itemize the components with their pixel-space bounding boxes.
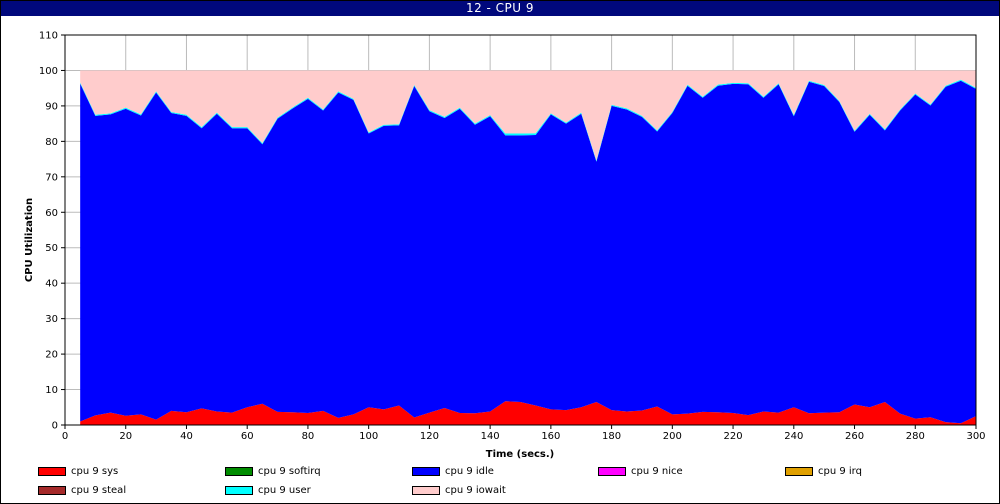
y-tick-label: 60 (45, 208, 58, 219)
x-tick-label: 140 (481, 431, 500, 442)
x-tick-label: 220 (724, 431, 743, 442)
x-tick-label: 160 (541, 431, 560, 442)
legend-swatch (412, 467, 440, 476)
x-tick-label: 100 (359, 431, 378, 442)
legend-swatch (225, 467, 253, 476)
plot-frame (64, 34, 977, 426)
legend-swatch (38, 467, 66, 476)
y-axis-label: CPU Utilization (24, 198, 35, 282)
y-tick-label: 40 (45, 279, 58, 290)
y-tick-label: 110 (39, 31, 58, 42)
legend-swatch (598, 467, 626, 476)
y-tick-label: 0 (52, 421, 58, 432)
x-tick-label: 240 (784, 431, 803, 442)
x-axis-label: Time (secs.) (486, 449, 555, 460)
window-title: 12 - CPU 9 (1, 1, 999, 16)
series-area-0 (80, 401, 977, 425)
x-tick-label: 280 (906, 431, 925, 442)
x-tick-label: 20 (119, 431, 132, 442)
tick-labels: 0 20 40 60 80 100 120 140 160 180 200 220 240 260 280 3… (39, 31, 986, 443)
legend-swatch (225, 486, 253, 495)
legend-label: cpu 9 steal (71, 485, 127, 496)
y-tick-label: 30 (45, 314, 58, 325)
x-tick-label: 0 (62, 431, 68, 442)
axes (61, 34, 977, 429)
x-tick-label: 80 (302, 431, 315, 442)
x-tick-label: 40 (180, 431, 193, 442)
legend-label: cpu 9 user (258, 485, 311, 496)
legend-label: cpu 9 sys (71, 466, 119, 477)
legend-swatch (412, 486, 440, 495)
y-tick-label: 100 (39, 66, 58, 77)
y-tick-label: 80 (45, 137, 58, 148)
series-area-2 (80, 80, 977, 424)
legend-label: cpu 9 softirq (258, 466, 321, 477)
y-tick-label: 70 (45, 172, 58, 183)
legend-label: cpu 9 iowait (445, 485, 506, 496)
y-tick-label: 20 (45, 350, 58, 361)
x-tick-label: 120 (420, 431, 439, 442)
x-tick-label: 260 (845, 431, 864, 442)
legend-label: cpu 9 nice (631, 466, 683, 477)
y-tick-label: 90 (45, 101, 58, 112)
y-tick-label: 10 (45, 385, 58, 396)
x-tick-label: 60 (241, 431, 254, 442)
area-series (80, 70, 977, 425)
x-tick-label: 200 (663, 431, 682, 442)
y-tick-label: 50 (45, 243, 58, 254)
legend-swatch (785, 467, 813, 476)
legend-label: cpu 9 irq (818, 466, 862, 477)
x-tick-label: 300 (966, 431, 985, 442)
series-area-7 (80, 70, 977, 161)
x-tick-label: 180 (602, 431, 621, 442)
legend-swatch (38, 486, 66, 495)
series-area-6 (80, 79, 977, 162)
legend-label: cpu 9 idle (445, 466, 494, 477)
